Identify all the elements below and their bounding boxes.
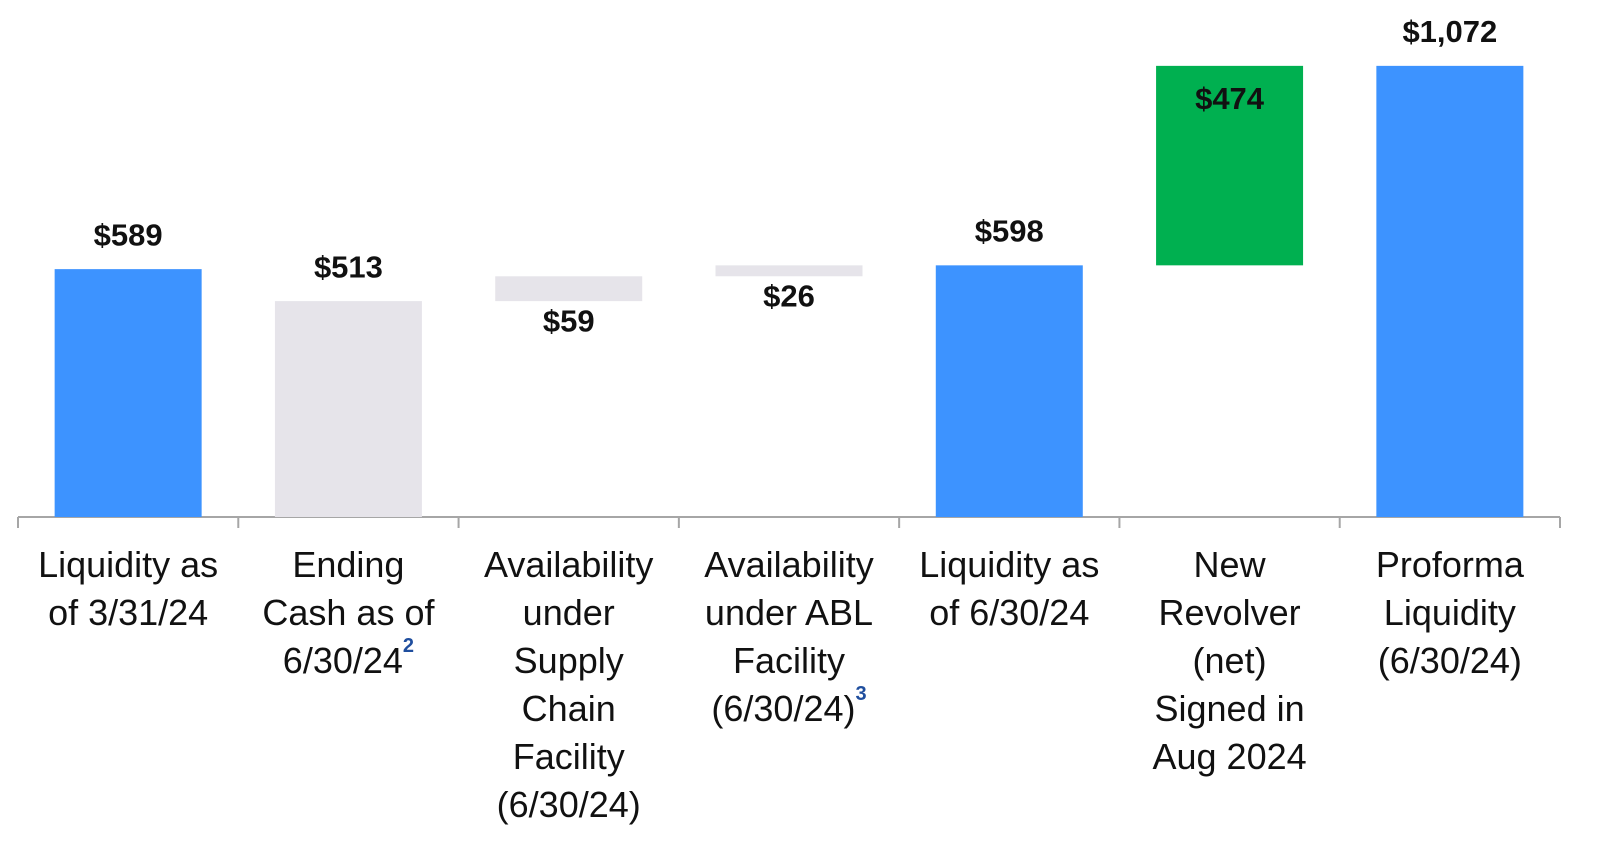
bar xyxy=(715,265,863,277)
bar xyxy=(274,301,422,517)
x-tick-label-line: Liquidity as xyxy=(919,544,1099,585)
x-tick-label: Ending Cash as of 6/30/242 xyxy=(262,544,435,681)
x-tick-label: Proforma Liquidity (6/30/24) xyxy=(1376,544,1525,681)
x-tick-label-line: (net) xyxy=(1193,640,1267,681)
value-label: $474 xyxy=(1195,81,1265,116)
x-tick-label-line: Revolver xyxy=(1159,592,1301,633)
x-tick-label-line: Availability xyxy=(484,544,653,585)
x-tick-label: Liquidity as of 3/31/24 xyxy=(38,544,218,633)
x-tick-label-line: 6/30/24 xyxy=(283,640,403,681)
x-tick-label-line: of 3/31/24 xyxy=(48,592,208,633)
x-tick-label-line: Ending xyxy=(292,544,404,585)
x-tick-label-line: Aug 2024 xyxy=(1152,736,1306,777)
value-label: $589 xyxy=(94,217,163,252)
x-tick-label: New Revolver (net) Signed in Aug 2024 xyxy=(1152,544,1306,777)
x-tick-label-line: Signed in xyxy=(1155,688,1305,729)
x-tick-label-line: Facility xyxy=(733,640,845,681)
footnote-marker: 3 xyxy=(855,683,866,705)
bar xyxy=(495,276,643,302)
x-tick-label: Liquidity as of 6/30/24 xyxy=(919,544,1099,633)
x-tick-label-line: (6/30/24) xyxy=(1378,640,1522,681)
value-label: $598 xyxy=(975,214,1044,249)
x-tick-label-line: Liquidity xyxy=(1384,592,1516,633)
x-tick-label-line: Availability xyxy=(704,544,873,585)
value-label: $59 xyxy=(543,303,595,338)
x-tick-label-line: under ABL xyxy=(705,592,873,633)
x-tick-label-line: Proforma xyxy=(1376,544,1525,585)
x-tick-label-line: (6/30/24) xyxy=(711,688,855,729)
x-tick-label-line: Cash as of xyxy=(262,592,435,633)
x-tick-label-line: Liquidity as xyxy=(38,544,218,585)
x-tick-label-line: Chain xyxy=(522,688,616,729)
bar xyxy=(1376,65,1524,517)
x-tick-label: Availability under ABL Facility (6/30/24)3 xyxy=(704,544,873,729)
x-tick-label: Availability under Supply Chain Facility (6/3… xyxy=(484,544,653,825)
footnote-marker: 2 xyxy=(403,635,414,657)
x-tick-label-line: Facility xyxy=(513,736,625,777)
x-tick-label-line: (6/30/24) xyxy=(497,784,641,825)
bar xyxy=(54,269,202,517)
x-tick-label-line: New xyxy=(1194,544,1267,585)
x-tick-label-line: Supply xyxy=(514,640,624,681)
bar xyxy=(935,265,1083,517)
x-tick-label-line: under xyxy=(523,592,615,633)
value-label: $1,072 xyxy=(1402,14,1497,49)
x-tick-label-line: of 6/30/24 xyxy=(929,592,1089,633)
value-label: $513 xyxy=(314,249,383,284)
value-label: $26 xyxy=(763,278,815,313)
bar xyxy=(1156,65,1304,266)
